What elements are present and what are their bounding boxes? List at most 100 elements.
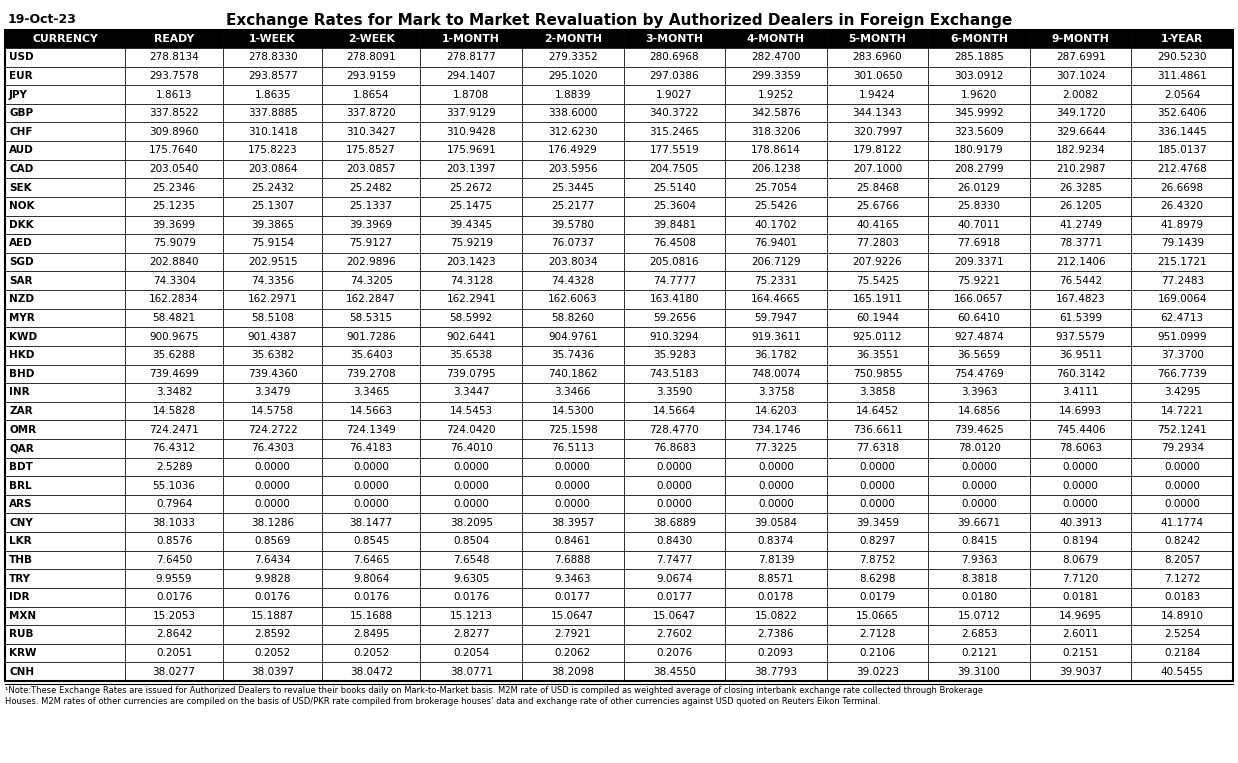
Bar xyxy=(5,365,125,383)
Text: 0.0000: 0.0000 xyxy=(859,481,895,491)
Text: 3.3590: 3.3590 xyxy=(656,388,692,398)
Bar xyxy=(322,476,421,495)
Text: 0.0000: 0.0000 xyxy=(961,499,997,509)
Bar xyxy=(725,513,827,532)
Bar xyxy=(1132,551,1233,569)
Text: 0.0176: 0.0176 xyxy=(453,592,489,602)
Bar xyxy=(5,644,125,662)
Text: 25.3445: 25.3445 xyxy=(551,182,594,192)
Text: 61.5399: 61.5399 xyxy=(1058,313,1102,323)
Text: 38.3957: 38.3957 xyxy=(551,518,594,528)
Text: 3.4295: 3.4295 xyxy=(1164,388,1201,398)
Text: 25.8468: 25.8468 xyxy=(855,182,899,192)
Bar xyxy=(421,346,522,365)
Text: CAD: CAD xyxy=(9,164,33,174)
Text: 178.8614: 178.8614 xyxy=(751,146,801,156)
Text: 8.8571: 8.8571 xyxy=(758,574,795,584)
Text: 39.3699: 39.3699 xyxy=(152,220,196,230)
Bar xyxy=(1132,253,1233,272)
Bar xyxy=(827,272,928,290)
Text: 164.4665: 164.4665 xyxy=(751,295,801,304)
Text: 208.2799: 208.2799 xyxy=(954,164,1004,174)
Text: 14.5758: 14.5758 xyxy=(251,406,295,416)
Text: 294.1407: 294.1407 xyxy=(447,71,496,81)
Text: 202.8840: 202.8840 xyxy=(150,257,199,267)
Text: 0.8569: 0.8569 xyxy=(255,536,291,546)
Text: 910.3294: 910.3294 xyxy=(650,332,699,342)
Text: 278.8330: 278.8330 xyxy=(248,53,297,63)
Text: INR: INR xyxy=(9,388,30,398)
Text: 203.1397: 203.1397 xyxy=(447,164,496,174)
Bar xyxy=(421,495,522,513)
Bar xyxy=(421,439,522,458)
Text: 36.5659: 36.5659 xyxy=(957,350,1000,360)
Text: 74.3304: 74.3304 xyxy=(152,275,196,285)
Bar xyxy=(928,66,1030,85)
Text: 39.4345: 39.4345 xyxy=(449,220,493,230)
Bar xyxy=(624,644,725,662)
Text: 0.7964: 0.7964 xyxy=(156,499,192,509)
Text: 78.0120: 78.0120 xyxy=(958,443,1000,453)
Text: LKR: LKR xyxy=(9,536,32,546)
Bar xyxy=(5,346,125,365)
Text: 0.0000: 0.0000 xyxy=(353,499,389,509)
Bar xyxy=(223,513,322,532)
Text: AUD: AUD xyxy=(9,146,33,156)
Text: 202.9515: 202.9515 xyxy=(248,257,297,267)
Bar xyxy=(5,513,125,532)
Text: 329.6644: 329.6644 xyxy=(1056,127,1106,137)
Bar xyxy=(5,383,125,402)
Text: 750.9855: 750.9855 xyxy=(853,369,903,378)
Bar xyxy=(5,197,125,216)
Text: 0.0000: 0.0000 xyxy=(758,481,794,491)
Bar xyxy=(928,234,1030,253)
Text: 0.0000: 0.0000 xyxy=(859,462,895,472)
Bar xyxy=(827,159,928,179)
Text: 0.0000: 0.0000 xyxy=(961,462,997,472)
Bar xyxy=(827,141,928,159)
Text: 0.0000: 0.0000 xyxy=(1062,462,1098,472)
Bar xyxy=(1132,141,1233,159)
Text: 1.8708: 1.8708 xyxy=(453,89,489,99)
Bar xyxy=(725,402,827,420)
Text: 0.0000: 0.0000 xyxy=(353,481,389,491)
Bar xyxy=(522,290,624,309)
Bar xyxy=(5,30,1233,681)
Text: 14.5453: 14.5453 xyxy=(449,406,493,416)
Bar xyxy=(5,458,125,476)
Text: 283.6960: 283.6960 xyxy=(853,53,903,63)
Text: 41.8979: 41.8979 xyxy=(1161,220,1203,230)
Bar xyxy=(421,532,522,551)
Text: 76.4508: 76.4508 xyxy=(652,239,696,249)
Text: 14.5664: 14.5664 xyxy=(652,406,696,416)
Bar xyxy=(624,48,725,66)
Bar xyxy=(928,439,1030,458)
Bar xyxy=(322,644,421,662)
Text: 205.0816: 205.0816 xyxy=(650,257,699,267)
Bar xyxy=(421,85,522,104)
Bar xyxy=(928,625,1030,644)
Bar xyxy=(725,197,827,216)
Bar xyxy=(1132,365,1233,383)
Text: 925.0112: 925.0112 xyxy=(853,332,903,342)
Text: 35.7436: 35.7436 xyxy=(551,350,594,360)
Text: BHD: BHD xyxy=(9,369,35,378)
Bar xyxy=(522,439,624,458)
Bar xyxy=(522,309,624,327)
Bar xyxy=(624,551,725,569)
Bar xyxy=(1132,625,1233,644)
Text: 40.7011: 40.7011 xyxy=(958,220,1000,230)
Bar xyxy=(125,662,223,681)
Bar xyxy=(5,253,125,272)
Text: AED: AED xyxy=(9,239,32,249)
Bar xyxy=(725,234,827,253)
Text: 0.0177: 0.0177 xyxy=(555,592,591,602)
Bar xyxy=(725,216,827,234)
Text: 162.2941: 162.2941 xyxy=(447,295,496,304)
Text: 15.0822: 15.0822 xyxy=(754,611,797,621)
Bar xyxy=(223,234,322,253)
Bar xyxy=(223,365,322,383)
Text: 25.6766: 25.6766 xyxy=(855,201,899,211)
Bar xyxy=(725,48,827,66)
Text: 58.4821: 58.4821 xyxy=(152,313,196,323)
